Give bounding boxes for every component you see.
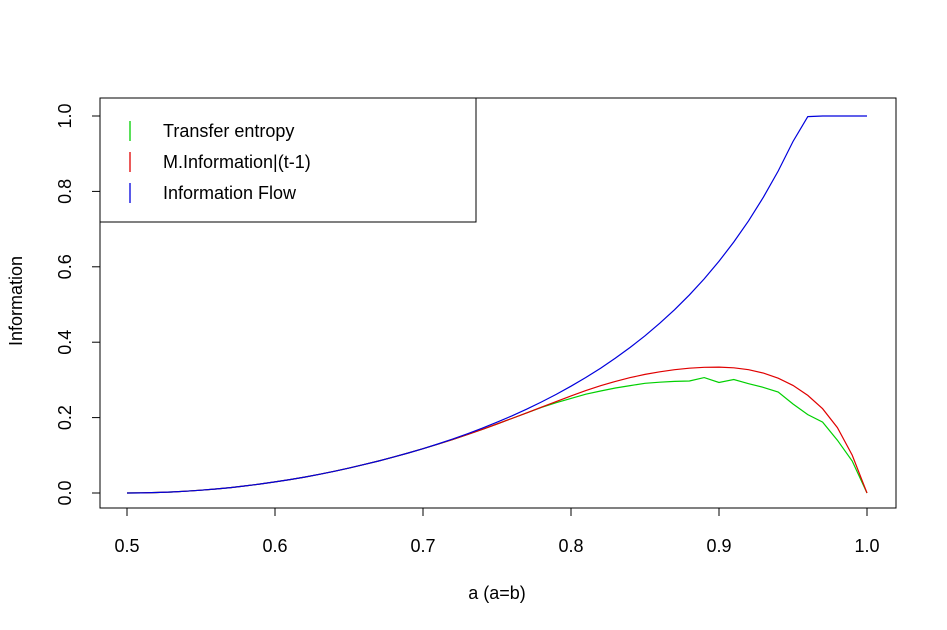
x-tick-label: 0.8 [558, 536, 583, 556]
legend-label: M.Information|(t-1) [163, 152, 311, 172]
x-tick-label: 0.5 [114, 536, 139, 556]
y-axis-title: Information [6, 256, 26, 346]
series-layer [126, 115, 868, 494]
legend-label: Transfer entropy [163, 121, 294, 141]
x-tick-label: 0.6 [262, 536, 287, 556]
x-axis-title: a (a=b) [468, 583, 526, 603]
legend-box [99, 97, 477, 223]
x-tick-label: 1.0 [854, 536, 879, 556]
x-tick-label: 0.9 [706, 536, 731, 556]
y-tick-label: 0.8 [55, 179, 75, 204]
legend-label: Information Flow [163, 183, 297, 203]
x-axis: 0.5 0.6 0.7 0.8 0.9 1.0 [114, 507, 880, 556]
y-axis: 0.0 0.2 0.4 0.6 0.8 1.0 [55, 103, 101, 506]
x-tick-label: 0.7 [410, 536, 435, 556]
y-tick-label: 0.0 [55, 480, 75, 505]
information-flow-line [126, 115, 867, 494]
y-tick-label: 0.4 [55, 330, 75, 355]
y-tick-label: 0.6 [55, 254, 75, 279]
legend: Transfer entropy M.Information|(t-1) Infor… [99, 97, 477, 223]
y-tick-label: 1.0 [55, 103, 75, 128]
y-tick-label: 0.2 [55, 405, 75, 430]
